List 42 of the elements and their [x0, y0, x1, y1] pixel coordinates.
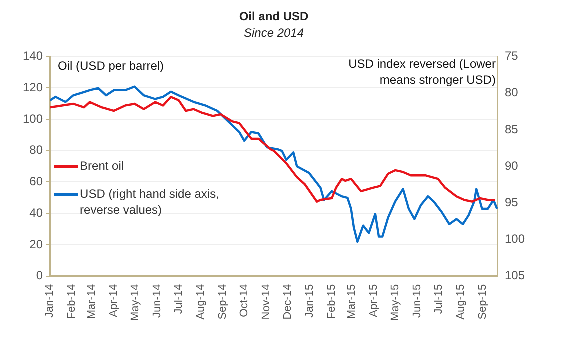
y2-tick-label: 105 — [504, 268, 526, 283]
x-tick-label: Jul-15 — [432, 284, 445, 314]
x-tick-label: Jun-15 — [412, 284, 424, 318]
x-tick-label: Jul-14 — [172, 284, 185, 314]
y-axis-title: Oil (USD per barrel) — [58, 59, 164, 74]
y2-tick-label: 90 — [504, 158, 519, 173]
y2-tick-label: 80 — [504, 86, 519, 100]
legend-label: USD (right hand side axis, reverse values) — [80, 186, 220, 217]
y-tick-label: 100 — [22, 112, 44, 126]
x-tick-label: Jan-14 — [44, 284, 56, 318]
y2-tick-label: 95 — [504, 195, 519, 210]
y-tick-label: 0 — [36, 268, 44, 283]
y-tick-label: 40 — [30, 206, 44, 220]
x-tick-label: Dec-14 — [282, 284, 294, 320]
y2-tick-label: 100 — [504, 232, 526, 246]
y-tick-label: 20 — [30, 237, 44, 252]
y-tick-label: 80 — [30, 143, 44, 158]
x-tick-label: Aug-14 — [195, 284, 208, 320]
y-tick-label: 60 — [30, 174, 44, 189]
x-tick-label: Apr-15 — [368, 284, 380, 318]
x-tick-label: Jun-14 — [152, 284, 164, 318]
x-tick-label: Sep-15 — [477, 284, 490, 320]
chart-subtitle: Since 2014 — [244, 26, 304, 40]
x-tick-label: May-15 — [389, 284, 402, 322]
x-tick-label: Apr-14 — [108, 284, 120, 318]
y2-axis-title: USD index reversed (Lower means stronger USD) — [348, 57, 496, 88]
x-tick-label: Feb-15 — [326, 284, 338, 320]
x-tick-label: Mar-15 — [346, 284, 358, 320]
x-tick-label: Jan-15 — [304, 284, 316, 318]
y-tick-label: 120 — [22, 80, 44, 94]
y-tick-label: 140 — [22, 49, 44, 64]
x-tick-label: Oct-14 — [238, 284, 250, 318]
x-tick-label: Aug-15 — [454, 284, 467, 320]
x-tick-label: Nov-14 — [260, 284, 273, 320]
x-tick-label: Mar-14 — [86, 284, 98, 320]
chart-title: Oil and USD — [239, 10, 309, 24]
x-tick-label: Feb-14 — [66, 284, 78, 320]
y2-tick-label: 85 — [504, 122, 519, 136]
x-tick-label: Sep-14 — [217, 284, 230, 320]
x-tick-label: May-14 — [130, 284, 142, 322]
legend-label: Brent oil — [80, 158, 124, 173]
y2-tick-label: 75 — [504, 49, 519, 64]
